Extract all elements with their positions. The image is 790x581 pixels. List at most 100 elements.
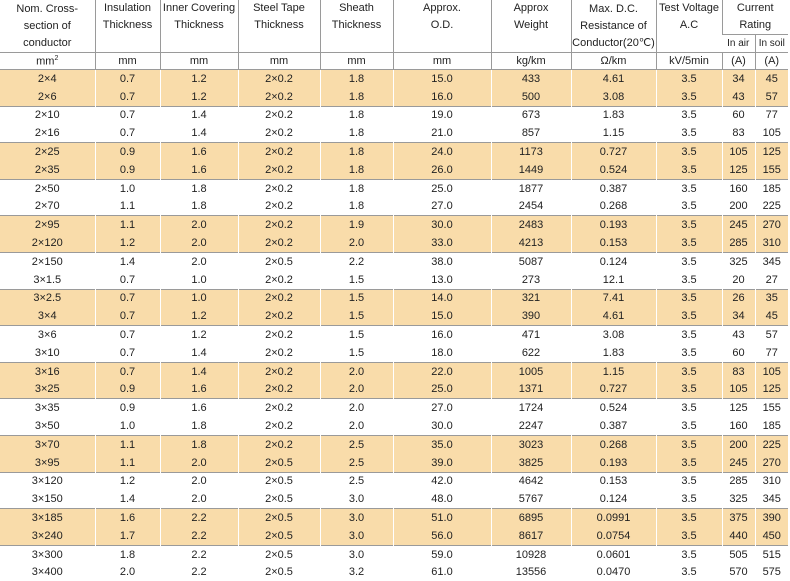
cell-weight: 1724: [491, 399, 571, 417]
cell-steel-tape: 2×0.2: [238, 381, 320, 399]
unit-test-voltage: kV/5min: [656, 53, 722, 70]
header-approx-od: Approx. O.D.: [393, 0, 491, 53]
cell-weight: 10928: [491, 545, 571, 563]
cell-steel-tape: 2×0.2: [238, 326, 320, 344]
cell-resistance: 0.387: [571, 179, 656, 197]
cell-resistance: 1.15: [571, 362, 656, 380]
cell-od: 48.0: [393, 490, 491, 508]
cell-steel-tape: 2×0.2: [238, 307, 320, 325]
cell-cross-section: 3×1.5: [0, 271, 95, 289]
cell-inner-covering: 1.8: [160, 179, 238, 197]
cell-inner-covering: 1.6: [160, 161, 238, 179]
cell-in-air: 160: [722, 417, 755, 435]
cell-steel-tape: 2×0.5: [238, 252, 320, 270]
cell-in-air: 505: [722, 545, 755, 563]
cell-inner-covering: 1.8: [160, 417, 238, 435]
cell-test-voltage: 3.5: [656, 527, 722, 545]
cell-resistance: 0.153: [571, 234, 656, 252]
cell-in-air: 570: [722, 564, 755, 581]
cell-in-air: 245: [722, 216, 755, 234]
cell-sheath: 1.8: [320, 179, 393, 197]
cell-inner-covering: 2.0: [160, 454, 238, 472]
cell-od: 35.0: [393, 435, 491, 453]
cell-resistance: 0.524: [571, 161, 656, 179]
cell-cross-section: 2×35: [0, 161, 95, 179]
cell-sheath: 3.0: [320, 490, 393, 508]
cell-resistance: 1.15: [571, 124, 656, 142]
cell-sheath: 2.5: [320, 435, 393, 453]
cell-cross-section: 3×120: [0, 472, 95, 490]
cell-test-voltage: 3.5: [656, 252, 722, 270]
cell-in-soil: 125: [755, 381, 788, 399]
cell-resistance: 0.0470: [571, 564, 656, 581]
cell-in-air: 34: [722, 70, 755, 88]
cell-inner-covering: 1.6: [160, 399, 238, 417]
cell-resistance: 3.08: [571, 88, 656, 106]
cell-weight: 1449: [491, 161, 571, 179]
cell-resistance: 0.268: [571, 198, 656, 216]
cell-od: 21.0: [393, 124, 491, 142]
cell-cross-section: 3×10: [0, 344, 95, 362]
cell-insulation: 0.7: [95, 106, 160, 124]
cell-in-air: 26: [722, 289, 755, 307]
cell-resistance: 0.193: [571, 454, 656, 472]
cell-insulation: 0.9: [95, 399, 160, 417]
cell-inner-covering: 1.4: [160, 106, 238, 124]
cell-test-voltage: 3.5: [656, 198, 722, 216]
cell-in-air: 105: [722, 143, 755, 161]
cell-test-voltage: 3.5: [656, 399, 722, 417]
cell-steel-tape: 2×0.5: [238, 454, 320, 472]
unit-insulation: mm: [95, 53, 160, 70]
cell-inner-covering: 1.0: [160, 271, 238, 289]
cell-cross-section: 2×16: [0, 124, 95, 142]
cell-test-voltage: 3.5: [656, 106, 722, 124]
cell-od: 25.0: [393, 381, 491, 399]
unit-weight: kg/km: [491, 53, 571, 70]
cell-sheath: 3.0: [320, 509, 393, 527]
cell-in-soil: 345: [755, 252, 788, 270]
cell-inner-covering: 1.2: [160, 70, 238, 88]
cell-sheath: 1.8: [320, 70, 393, 88]
cell-od: 18.0: [393, 344, 491, 362]
cell-sheath: 2.0: [320, 362, 393, 380]
cell-test-voltage: 3.5: [656, 124, 722, 142]
cell-cross-section: 2×70: [0, 198, 95, 216]
cell-test-voltage: 3.5: [656, 344, 722, 362]
cell-insulation: 0.7: [95, 88, 160, 106]
cell-steel-tape: 2×0.2: [238, 143, 320, 161]
cell-cross-section: 2×10: [0, 106, 95, 124]
cell-insulation: 1.4: [95, 252, 160, 270]
cell-cross-section: 3×95: [0, 454, 95, 472]
cell-in-soil: 270: [755, 454, 788, 472]
cell-od: 19.0: [393, 106, 491, 124]
cell-in-air: 83: [722, 124, 755, 142]
cell-cross-section: 3×70: [0, 435, 95, 453]
cell-cross-section: 3×25: [0, 381, 95, 399]
cell-in-soil: 45: [755, 307, 788, 325]
cell-steel-tape: 2×0.5: [238, 509, 320, 527]
header-nom-cross-section: Nom. Cross- section of conductor: [0, 0, 95, 53]
cell-test-voltage: 3.5: [656, 417, 722, 435]
cell-resistance: 7.41: [571, 289, 656, 307]
cell-sheath: 2.5: [320, 472, 393, 490]
cell-insulation: 1.1: [95, 216, 160, 234]
cell-test-voltage: 3.5: [656, 490, 722, 508]
cell-in-soil: 185: [755, 417, 788, 435]
cell-in-air: 43: [722, 88, 755, 106]
cell-cross-section: 3×185: [0, 509, 95, 527]
cell-sheath: 1.8: [320, 88, 393, 106]
cell-cross-section: 2×4: [0, 70, 95, 88]
cell-weight: 2454: [491, 198, 571, 216]
cell-in-soil: 225: [755, 435, 788, 453]
cell-insulation: 0.9: [95, 161, 160, 179]
